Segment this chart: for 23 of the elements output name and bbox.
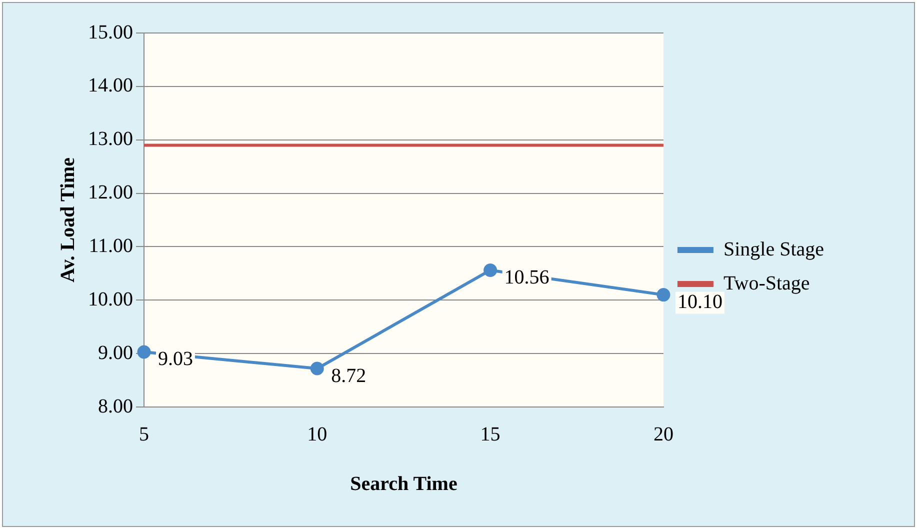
data-label: 10.56 [504, 266, 550, 288]
y-tick-label: 8.00 [98, 395, 133, 418]
point [656, 288, 670, 302]
y-tick-label: 10.00 [88, 288, 133, 310]
point [310, 362, 324, 376]
y-tick-label: 9.00 [98, 342, 133, 364]
y-tick-label: 12.00 [88, 182, 133, 204]
x-axis-title: Search Time [350, 473, 458, 496]
data-label: 10.10 [677, 291, 722, 314]
data-label: 9.03 [158, 348, 193, 370]
legend-label: Single Stage [723, 238, 824, 260]
data-label: 8.72 [331, 364, 366, 387]
legend-label: Two-Stage [723, 272, 810, 294]
y-axis-title: Av. Load Time [57, 157, 80, 283]
x-tick-label: 10 [307, 423, 328, 446]
y-tick-label: 15.00 [88, 21, 133, 44]
x-tick-label: 5 [139, 423, 149, 446]
point [484, 263, 498, 277]
y-tick-label: 14.00 [88, 74, 133, 97]
x-tick-label: 20 [653, 423, 674, 446]
x-tick-label: 15 [480, 423, 500, 446]
y-tick-label: 13.00 [88, 128, 133, 150]
y-tick-label: 11.00 [88, 234, 133, 257]
